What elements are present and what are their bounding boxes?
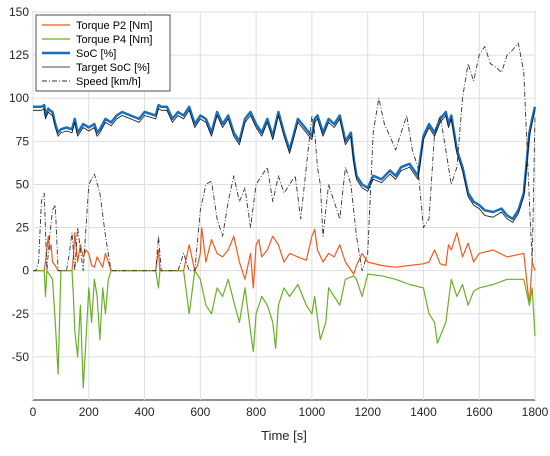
series-line-2 xyxy=(33,103,537,221)
x-tick-label: 0 xyxy=(30,405,37,419)
y-tick-label: -25 xyxy=(12,307,30,321)
y-tick-label: 50 xyxy=(16,177,30,191)
x-tick-label: 1600 xyxy=(466,405,493,419)
legend-label-0: Torque P2 [Nm] xyxy=(76,20,152,32)
series-line-1 xyxy=(33,270,536,389)
y-tick-label: 0 xyxy=(22,264,29,278)
legend-label-2: SoC [%] xyxy=(76,48,116,60)
y-tick-label: 75 xyxy=(16,134,30,148)
y-tick-label: -50 xyxy=(12,350,30,364)
y-tick-label: 100 xyxy=(9,91,29,105)
x-tick-label: 1400 xyxy=(410,405,437,419)
x-tick-label: 1200 xyxy=(354,405,381,419)
series-lines xyxy=(33,42,537,389)
legend-label-3: Target SoC [%] xyxy=(76,62,150,74)
x-tick-label: 600 xyxy=(190,405,210,419)
y-tick-label: 150 xyxy=(9,5,29,19)
series-line-3 xyxy=(33,108,536,223)
series-line-4 xyxy=(33,42,536,272)
legend-label-4: Speed [km/h] xyxy=(76,76,141,88)
x-tick-label: 1800 xyxy=(522,405,549,419)
legend-label-1: Torque P4 [Nm] xyxy=(76,34,152,46)
x-tick-label: 400 xyxy=(135,405,155,419)
y-tick-label: 125 xyxy=(9,48,29,62)
legend: Torque P2 [Nm] Torque P4 [Nm] SoC [%] Targe… xyxy=(35,14,171,92)
y-tick-label: 25 xyxy=(16,221,30,235)
grid xyxy=(32,11,536,400)
x-tick-label: 200 xyxy=(79,405,99,419)
x-tick-label: 1000 xyxy=(299,405,326,419)
x-axis-label: Time [s] xyxy=(261,428,307,443)
x-tick-label: 800 xyxy=(246,405,266,419)
tick-labels: 0 200 400 600 800 1000 1200 1400 1600 18001501251… xyxy=(9,5,549,419)
